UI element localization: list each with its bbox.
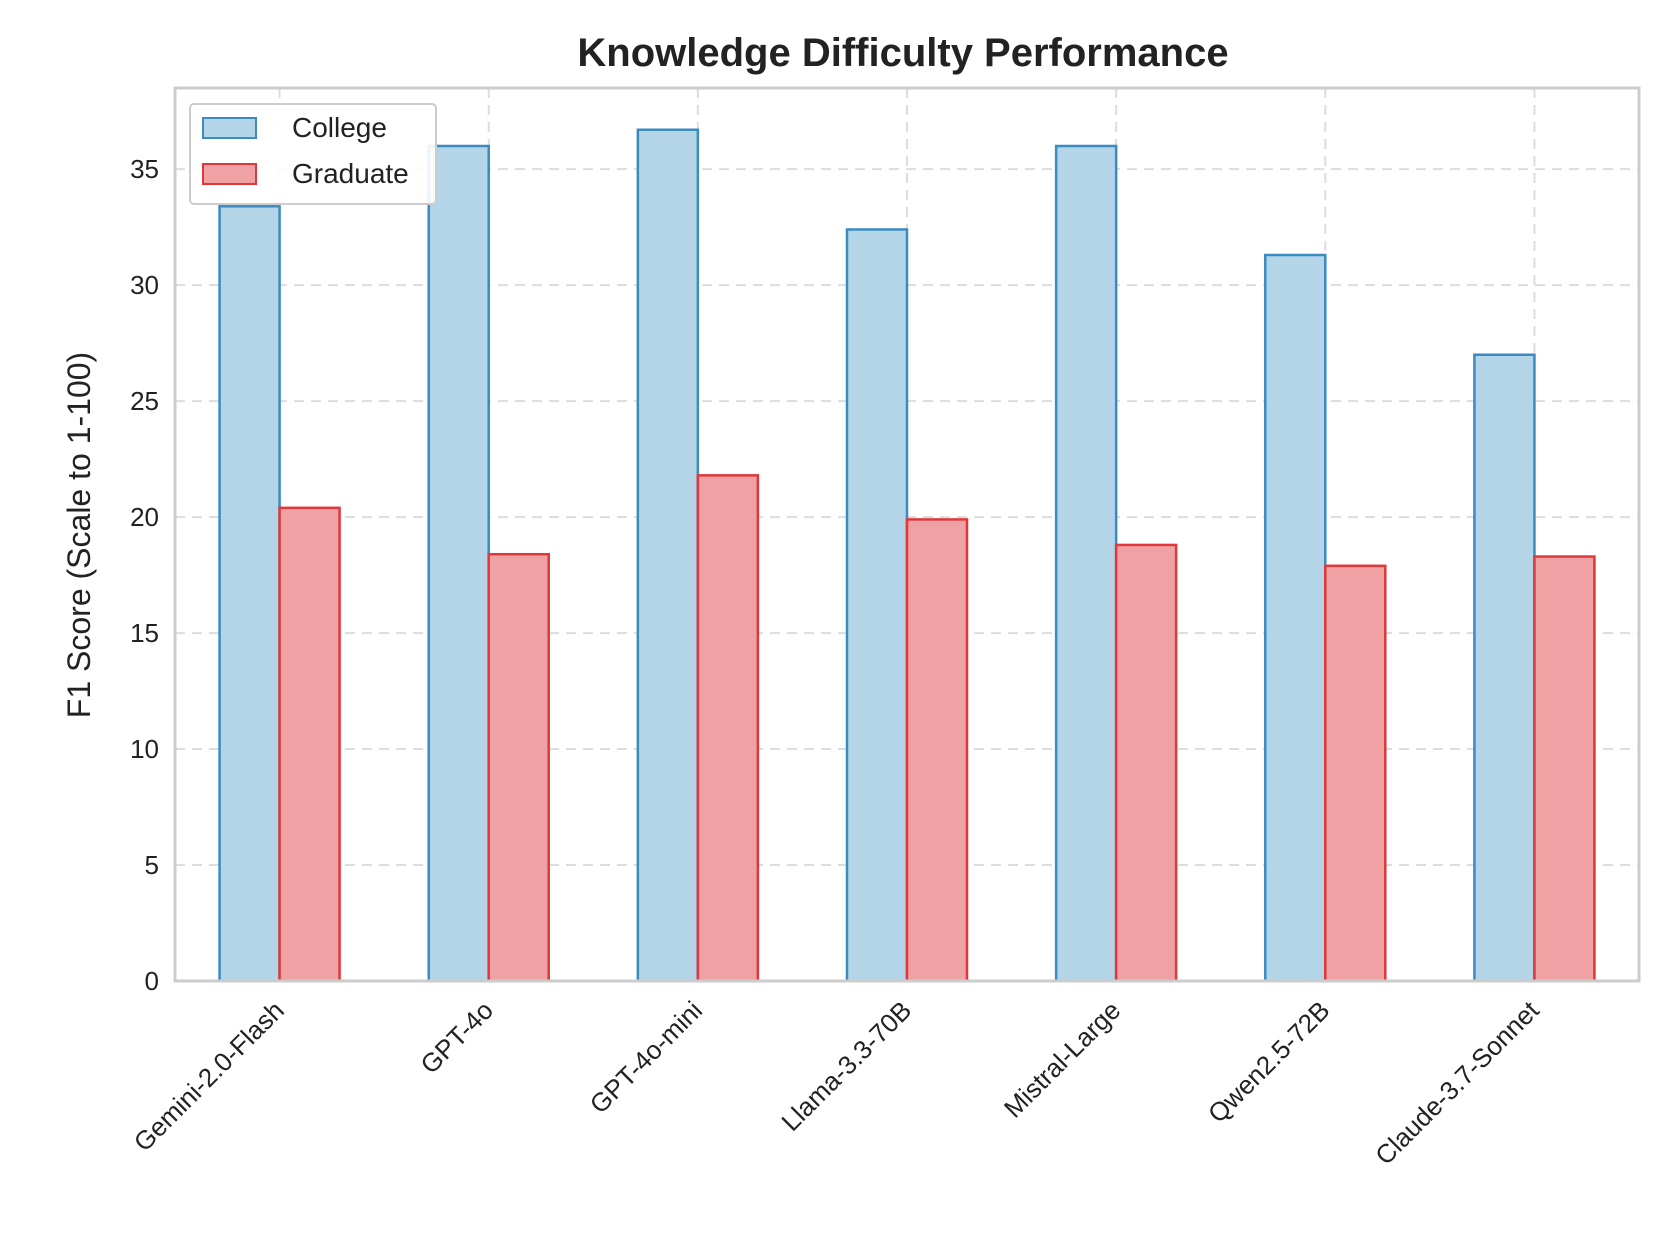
- y-axis-label: F1 Score (Scale to 1-100): [61, 352, 97, 718]
- legend-label-graduate: Graduate: [292, 158, 409, 189]
- legend-swatch-graduate: [202, 163, 257, 185]
- legend-label-college: College: [292, 112, 387, 143]
- y-axis-ticks: 0 5 10 15 20 25 30 35: [130, 154, 159, 996]
- legend-swatch-college: [202, 117, 257, 139]
- bar-college: [636, 128, 700, 983]
- bars: [218, 128, 1596, 983]
- bar-college: [845, 228, 909, 983]
- plot-frame: [173, 86, 1641, 983]
- bar-graduate: [1114, 543, 1178, 983]
- bar-graduate: [696, 474, 760, 983]
- chart-title: Knowledge Difficulty Performance: [577, 31, 1228, 75]
- bar-graduate: [905, 518, 969, 983]
- bar-college: [427, 144, 490, 983]
- bar-graduate: [487, 552, 550, 983]
- y-tick-label: 35: [130, 154, 159, 184]
- y-tick-label: 10: [130, 734, 159, 764]
- bar-graduate: [1533, 555, 1596, 983]
- y-tick-label: 25: [130, 386, 159, 416]
- bar-graduate: [1324, 564, 1387, 983]
- bar-graduate: [278, 506, 341, 983]
- bar-college: [1264, 253, 1327, 983]
- y-tick-label: 5: [145, 850, 159, 880]
- bar-college: [218, 205, 281, 983]
- bar-college: [1054, 144, 1118, 983]
- y-tick-label: 20: [130, 502, 159, 532]
- y-tick-label: 0: [145, 966, 159, 996]
- y-tick-label: 15: [130, 618, 159, 648]
- y-tick-label: 30: [130, 270, 159, 300]
- legend: College Graduate: [189, 103, 437, 205]
- bar-college: [1473, 353, 1536, 983]
